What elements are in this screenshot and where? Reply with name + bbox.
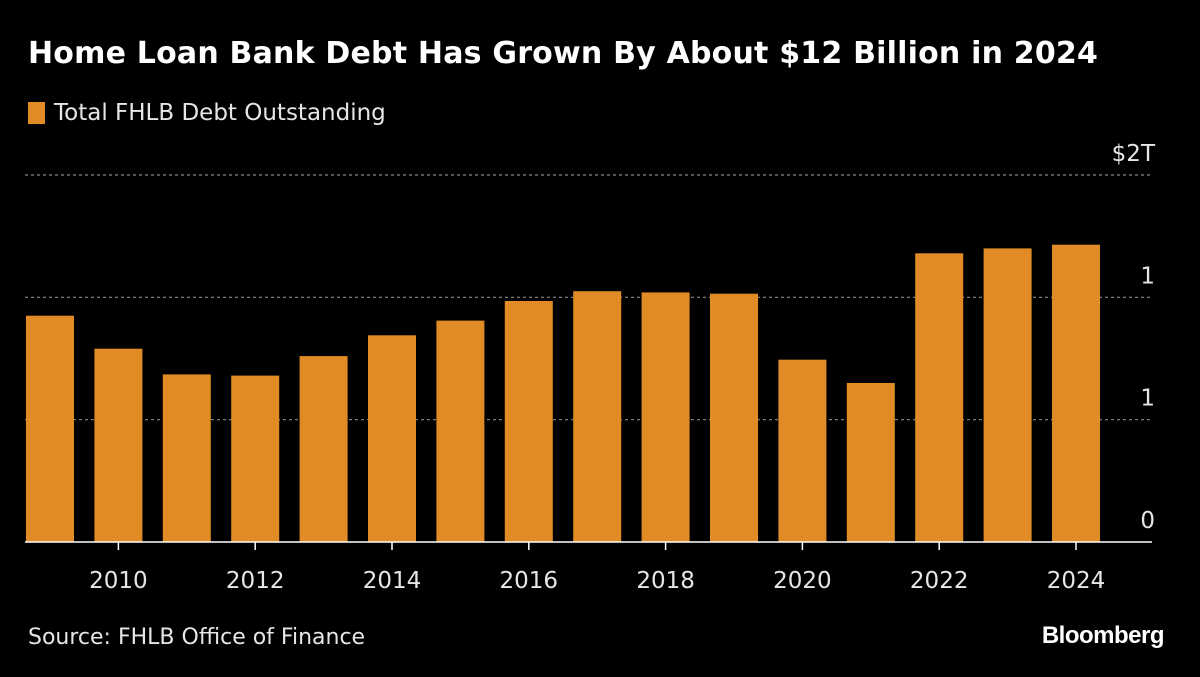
x-tick-label: 2010 [89,568,148,594]
bar-2013 [299,356,348,542]
bar-2009 [26,315,74,542]
y-tick-label: $2T [1112,141,1156,167]
x-tick-label: 2020 [773,568,832,594]
x-tick-label: 2016 [500,568,559,594]
x-tick-label: 2012 [226,568,285,594]
bloomberg-logo: Bloomberg [1041,622,1165,649]
bars-layer [26,244,1100,543]
bar-2010 [94,348,143,542]
source-note: Source: FHLB Office of Finance [28,625,366,650]
x-tick-label: 2022 [910,568,969,594]
legend-swatch [28,102,45,124]
legend: Total FHLB Debt Outstanding [28,100,386,126]
bar-2018 [641,292,690,542]
legend-label: Total FHLB Debt Outstanding [54,100,386,126]
x-tick-label: 2018 [636,568,695,594]
bar-2019 [710,293,758,542]
bar-2020 [778,359,827,542]
bar-2014 [368,335,416,542]
y-tick-label: 1 [1140,386,1155,412]
bar-2021 [846,383,895,542]
chart-title: Home Loan Bank Debt Has Grown By About $… [28,36,1099,71]
bar-2016 [504,301,553,542]
bar-2012 [231,375,280,542]
bar-2011 [162,374,211,542]
bar-2024 [1052,244,1100,542]
y-tick-label: 0 [1140,508,1155,534]
bar-2017 [573,291,622,542]
bar-2015 [436,320,485,542]
x-tick-label: 2014 [363,568,422,594]
bar-2022 [915,253,964,543]
grid-layer: 0 1 1 $2T [25,141,1156,534]
bar-2023 [983,248,1032,542]
x-tick-label: 2024 [1047,568,1106,594]
y-tick-label: 1 [1140,263,1155,289]
axis-layer: 2010 2012 2014 2016 2018 2020 2022 2024 [25,541,1152,594]
